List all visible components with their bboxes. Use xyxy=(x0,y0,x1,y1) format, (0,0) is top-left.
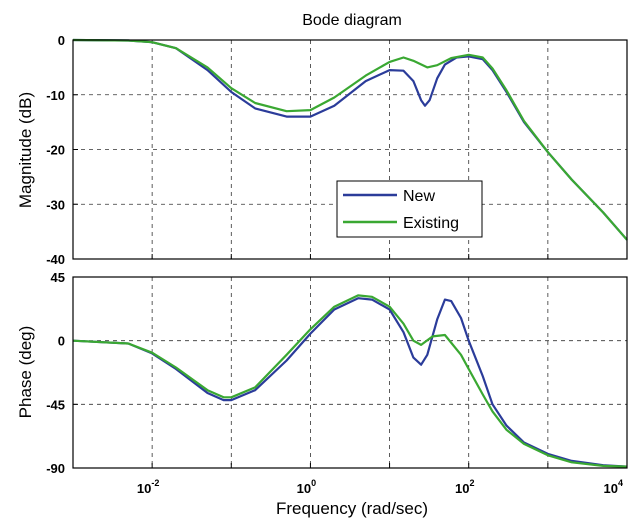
x-tick-label: 100 xyxy=(297,478,316,496)
chart-title: Bode diagram xyxy=(302,12,402,29)
magnitude-frame xyxy=(72,39,628,260)
magnitude-subplot: 0 -10 -20 -30 -40 Magnitude (dB) New Existin… xyxy=(16,33,628,267)
phase-grid xyxy=(73,277,627,468)
series-line-existing xyxy=(72,38,628,241)
y-tick-label: 0 xyxy=(58,33,65,48)
phase-xtick-labels: 10-2 100 102 104 xyxy=(137,478,623,496)
phase-series xyxy=(72,294,628,468)
y-tick-label: -90 xyxy=(46,461,65,476)
legend-label-new: New xyxy=(403,188,435,205)
y-tick-label: -20 xyxy=(46,143,65,158)
phase-subplot: 45 0 -45 -90 Phase (deg) 10-2 100 102 104 Freq… xyxy=(16,270,628,518)
x-tick-label: 102 xyxy=(455,478,474,496)
magnitude-ticks: 0 -10 -20 -30 -40 xyxy=(46,33,549,267)
series-line-new xyxy=(72,297,628,468)
legend-box xyxy=(336,180,483,238)
phase-ticks: 45 0 -45 -90 xyxy=(46,270,549,476)
y-tick-label: -40 xyxy=(46,252,65,267)
frequency-xlabel: Frequency (rad/sec) xyxy=(276,499,428,518)
y-tick-label: -30 xyxy=(46,197,65,212)
x-tick-label: 10-2 xyxy=(137,478,159,496)
legend-label-existing: Existing xyxy=(403,215,459,232)
y-tick-label: -45 xyxy=(46,397,65,412)
x-tick-label: 104 xyxy=(604,478,623,496)
y-tick-label: 45 xyxy=(51,270,65,285)
magnitude-ylabel: Magnitude (dB) xyxy=(16,92,35,208)
y-tick-label: -10 xyxy=(46,88,65,103)
series-line-existing xyxy=(72,294,628,468)
y-tick-label: 0 xyxy=(58,334,65,349)
phase-frame xyxy=(72,276,628,469)
legend: New Existing xyxy=(336,180,483,238)
magnitude-series xyxy=(72,38,628,241)
phase-ylabel: Phase (deg) xyxy=(16,326,35,419)
